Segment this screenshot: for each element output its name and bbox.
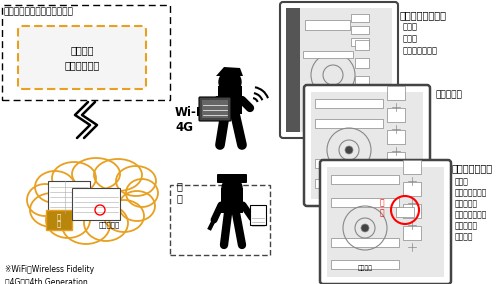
Text: 既に管理システムがある場合: 既に管理システムがある場合: [4, 7, 74, 16]
Text: 従
来: 従 来: [177, 181, 183, 203]
Text: 図面管理: 図面管理: [70, 45, 94, 55]
FancyBboxPatch shape: [320, 160, 451, 284]
Text: ※WiFi：Wireless Fidelity: ※WiFi：Wireless Fidelity: [5, 265, 94, 274]
Text: 元
図: 元 図: [92, 190, 96, 210]
Bar: [315, 119, 383, 128]
FancyBboxPatch shape: [199, 97, 231, 121]
Ellipse shape: [94, 159, 142, 191]
Bar: [387, 108, 405, 122]
Ellipse shape: [119, 191, 155, 221]
Bar: [72, 188, 120, 220]
Bar: [355, 94, 369, 104]
Bar: [286, 8, 300, 132]
Text: 亀
裂: 亀 裂: [380, 198, 384, 218]
Bar: [300, 8, 392, 132]
FancyBboxPatch shape: [280, 2, 398, 138]
Text: ・図形描画: ・図形描画: [455, 199, 478, 208]
Text: 写
真: 写 真: [57, 213, 61, 227]
FancyBboxPatch shape: [218, 86, 242, 114]
Bar: [387, 152, 405, 166]
Bar: [48, 181, 90, 213]
Bar: [387, 86, 405, 100]
Text: ・写真撮影: ・写真撮影: [455, 221, 478, 230]
FancyBboxPatch shape: [217, 174, 247, 183]
Bar: [46, 210, 72, 230]
Bar: [331, 175, 399, 184]
Ellipse shape: [126, 179, 158, 207]
Circle shape: [345, 146, 353, 154]
Text: ・その他: ・その他: [455, 232, 473, 241]
Circle shape: [361, 224, 369, 232]
Text: キャプチャー: キャプチャー: [455, 188, 488, 197]
Bar: [355, 58, 369, 68]
Bar: [303, 111, 353, 118]
Text: ・画面: ・画面: [455, 177, 469, 186]
Text: ・移動: ・移動: [403, 34, 418, 43]
Ellipse shape: [27, 184, 63, 216]
Ellipse shape: [46, 202, 90, 238]
Ellipse shape: [104, 200, 144, 232]
Bar: [355, 40, 369, 50]
Bar: [396, 207, 414, 217]
Text: コメント図: コメント図: [99, 221, 120, 227]
Text: Wi-Fi
4G: Wi-Fi 4G: [175, 106, 209, 134]
Text: ・拡大: ・拡大: [403, 22, 418, 31]
Bar: [315, 159, 383, 168]
Text: 確認部表示: 確認部表示: [435, 90, 462, 99]
Ellipse shape: [30, 193, 74, 227]
Bar: [305, 20, 350, 30]
Bar: [351, 26, 369, 34]
Bar: [403, 182, 421, 196]
Bar: [315, 99, 383, 108]
Bar: [331, 260, 399, 269]
Ellipse shape: [35, 171, 75, 203]
Text: ・コメント記入: ・コメント記入: [455, 210, 488, 219]
Bar: [250, 205, 266, 225]
Polygon shape: [216, 67, 243, 76]
Text: 図面の検索＆表示: 図面の検索＆表示: [400, 10, 447, 20]
Bar: [327, 167, 444, 277]
Bar: [331, 238, 399, 247]
Bar: [355, 76, 369, 86]
FancyBboxPatch shape: [304, 85, 430, 206]
Ellipse shape: [116, 166, 156, 196]
Bar: [303, 51, 353, 58]
Bar: [351, 38, 369, 46]
Bar: [331, 198, 399, 207]
Ellipse shape: [62, 206, 110, 244]
Bar: [387, 130, 405, 144]
Bar: [403, 226, 421, 240]
FancyBboxPatch shape: [221, 188, 243, 213]
Bar: [303, 96, 353, 103]
Bar: [2, 5, 170, 100]
Bar: [403, 204, 421, 218]
Ellipse shape: [72, 158, 120, 190]
Text: 写真添付: 写真添付: [358, 265, 372, 271]
Text: ・ページめくり: ・ページめくり: [403, 46, 438, 55]
Circle shape: [219, 71, 241, 93]
Bar: [315, 179, 383, 188]
Bar: [351, 14, 369, 22]
FancyBboxPatch shape: [202, 100, 228, 118]
Text: コメント＆写真: コメント＆写真: [452, 163, 493, 173]
Bar: [311, 92, 423, 199]
FancyBboxPatch shape: [18, 26, 146, 89]
Bar: [403, 160, 421, 174]
Text: 4G　：4th Generation: 4G ：4th Generation: [5, 277, 88, 284]
Ellipse shape: [84, 205, 128, 241]
Text: システムなど: システムなど: [64, 60, 100, 70]
Bar: [170, 185, 270, 255]
Ellipse shape: [52, 162, 96, 194]
Circle shape: [222, 178, 242, 198]
